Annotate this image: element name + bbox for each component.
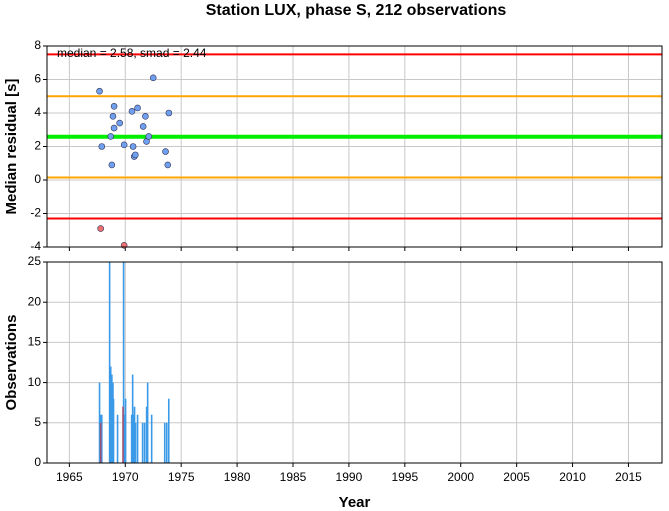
y-tick-label: -2	[30, 206, 41, 220]
point	[109, 113, 117, 120]
y-tick-label: 0	[34, 172, 41, 186]
point	[132, 151, 139, 159]
bar	[109, 366, 112, 463]
x-tick-label: 1975	[168, 470, 195, 484]
y-tick-label: 20	[28, 294, 42, 308]
bar	[123, 414, 126, 463]
x-tick-label: 1980	[224, 470, 251, 484]
plot-frame	[46, 45, 663, 248]
x-tick-label: 2005	[503, 470, 530, 484]
x-tick-label: 1995	[391, 470, 418, 484]
point	[139, 123, 147, 130]
x-tick-label: 1965	[56, 470, 83, 484]
bar	[163, 422, 166, 463]
x-axis-label: Year	[339, 494, 371, 511]
bar	[141, 422, 144, 463]
point	[108, 161, 116, 169]
point	[145, 133, 153, 140]
x-tick-label: 2010	[559, 470, 586, 484]
point	[165, 109, 173, 117]
bar	[146, 382, 149, 463]
bar	[108, 262, 111, 463]
x-tick-label: 1970	[112, 470, 139, 484]
y-tick-label: 0	[34, 455, 41, 469]
y-tick-label: 8	[34, 38, 41, 52]
bar	[131, 374, 134, 463]
annotation: median = 2.58, smad = 2.44	[57, 46, 207, 60]
bar	[143, 422, 146, 463]
y-axis-label: Median residual [s]	[3, 79, 20, 215]
chart-title: Station LUX, phase S, 212 observations	[206, 2, 507, 19]
point	[134, 104, 141, 112]
bar	[124, 398, 127, 463]
point	[120, 141, 128, 149]
point	[110, 103, 118, 110]
x-tick-label: 1990	[336, 470, 363, 484]
bar	[134, 422, 137, 463]
y-tick-label: 4	[34, 105, 41, 119]
x-tick-label: 2015	[615, 470, 642, 484]
point	[164, 161, 172, 169]
bar	[136, 414, 139, 463]
y-tick-label: 2	[34, 139, 41, 153]
bar	[145, 406, 148, 463]
point	[128, 108, 136, 115]
y-axis-label: Observations	[3, 315, 20, 411]
bar	[99, 422, 102, 463]
bar	[112, 398, 115, 463]
bar	[132, 414, 135, 463]
point	[97, 225, 104, 232]
bar	[167, 398, 170, 463]
point	[116, 119, 123, 127]
bar	[122, 406, 124, 463]
point	[107, 133, 115, 140]
point	[142, 113, 149, 120]
bar	[100, 414, 103, 463]
x-tick-label: 1985	[280, 470, 307, 484]
bar	[116, 414, 119, 463]
point	[162, 148, 169, 155]
x-tick-label: 2000	[447, 470, 474, 484]
point	[110, 124, 118, 132]
y-tick-label: 5	[34, 415, 41, 429]
y-tick-label: -4	[30, 239, 41, 253]
y-tick-label: 15	[28, 335, 42, 349]
bar	[165, 422, 168, 463]
y-tick-label: 6	[34, 72, 41, 86]
point	[96, 87, 103, 95]
bar	[130, 414, 133, 463]
point	[98, 143, 106, 150]
bar	[133, 406, 136, 463]
bar	[98, 382, 101, 463]
bar	[150, 414, 153, 463]
plot-frame	[46, 261, 663, 464]
y-tick-label: 10	[28, 375, 42, 389]
point	[149, 74, 157, 82]
bar	[111, 374, 113, 463]
bar	[122, 262, 125, 463]
y-tick-label: 25	[28, 254, 42, 268]
point	[129, 143, 137, 150]
